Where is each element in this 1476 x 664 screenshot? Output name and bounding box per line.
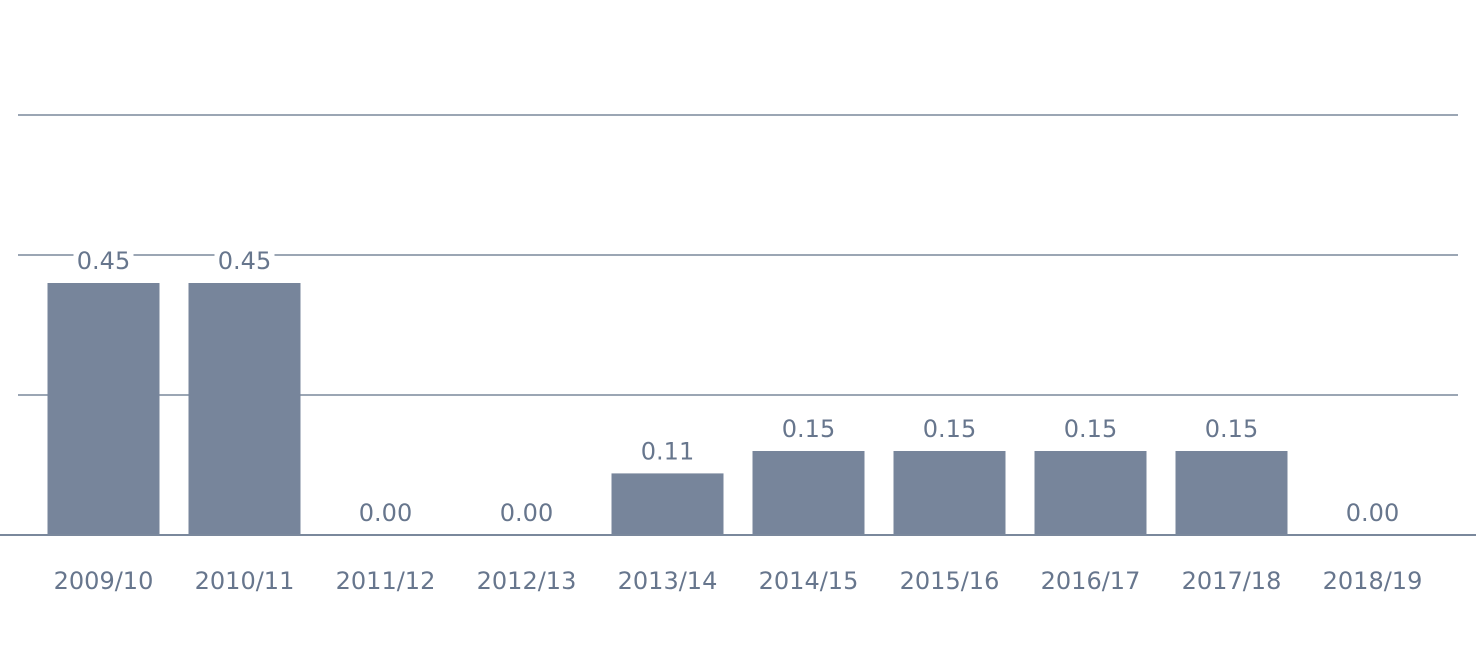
tick-label-2018/19: 2018/19 bbox=[1323, 567, 1423, 595]
value-label-2012/13: 0.00 bbox=[500, 499, 553, 527]
tick-label-2015/16: 2015/16 bbox=[900, 567, 1000, 595]
bars bbox=[47, 283, 1288, 535]
value-label-background bbox=[355, 500, 416, 526]
bar-2014/15 bbox=[752, 451, 865, 535]
value-label-2015/16: 0.15 bbox=[923, 415, 976, 443]
bar-2009/10 bbox=[47, 283, 160, 535]
value-label-background bbox=[778, 416, 839, 442]
value-label-2010/11: 0.45 bbox=[218, 247, 271, 275]
bar-2015/16 bbox=[893, 451, 1006, 535]
tick-label-2016/17: 2016/17 bbox=[1041, 567, 1141, 595]
tick-label-2017/18: 2017/18 bbox=[1182, 567, 1282, 595]
value-label-background bbox=[919, 416, 980, 442]
value-labels: 0.45 0.45 0.00 0.00 0.11 0.15 0.15 0.15 0.15 0.00 bbox=[73, 247, 1403, 527]
value-label-2014/15: 0.15 bbox=[782, 415, 835, 443]
tick-label-2011/12: 2011/12 bbox=[336, 567, 436, 595]
tick-label-2010/11: 2010/11 bbox=[195, 567, 295, 595]
value-label-background bbox=[637, 438, 698, 465]
bar-2016/17 bbox=[1034, 451, 1147, 535]
value-label-2018/19: 0.00 bbox=[1346, 499, 1399, 527]
value-label-background bbox=[73, 248, 134, 274]
tick-label-2013/14: 2013/14 bbox=[618, 567, 718, 595]
tick-label-2009/10: 2009/10 bbox=[54, 567, 154, 595]
value-label-2013/14: 0.11 bbox=[641, 437, 694, 465]
value-label-2011/12: 0.00 bbox=[359, 499, 412, 527]
bar-2010/11 bbox=[188, 283, 301, 535]
value-label-2017/18: 0.15 bbox=[1205, 415, 1258, 443]
bar-2017/18 bbox=[1175, 451, 1288, 535]
value-label-background bbox=[496, 500, 557, 526]
value-label-background bbox=[1342, 500, 1403, 526]
value-label-background bbox=[1201, 416, 1262, 442]
tick-label-2014/15: 2014/15 bbox=[759, 567, 859, 595]
value-label-background bbox=[1060, 416, 1121, 442]
value-label-2009/10: 0.45 bbox=[77, 247, 130, 275]
bar-2013/14 bbox=[611, 473, 724, 535]
x-axis-tick-labels: 2009/10 2010/11 2011/12 2012/13 2013/14 2014/… bbox=[54, 567, 1423, 595]
value-label-background bbox=[214, 248, 275, 274]
value-label-2016/17: 0.15 bbox=[1064, 415, 1117, 443]
tick-label-2012/13: 2012/13 bbox=[477, 567, 577, 595]
